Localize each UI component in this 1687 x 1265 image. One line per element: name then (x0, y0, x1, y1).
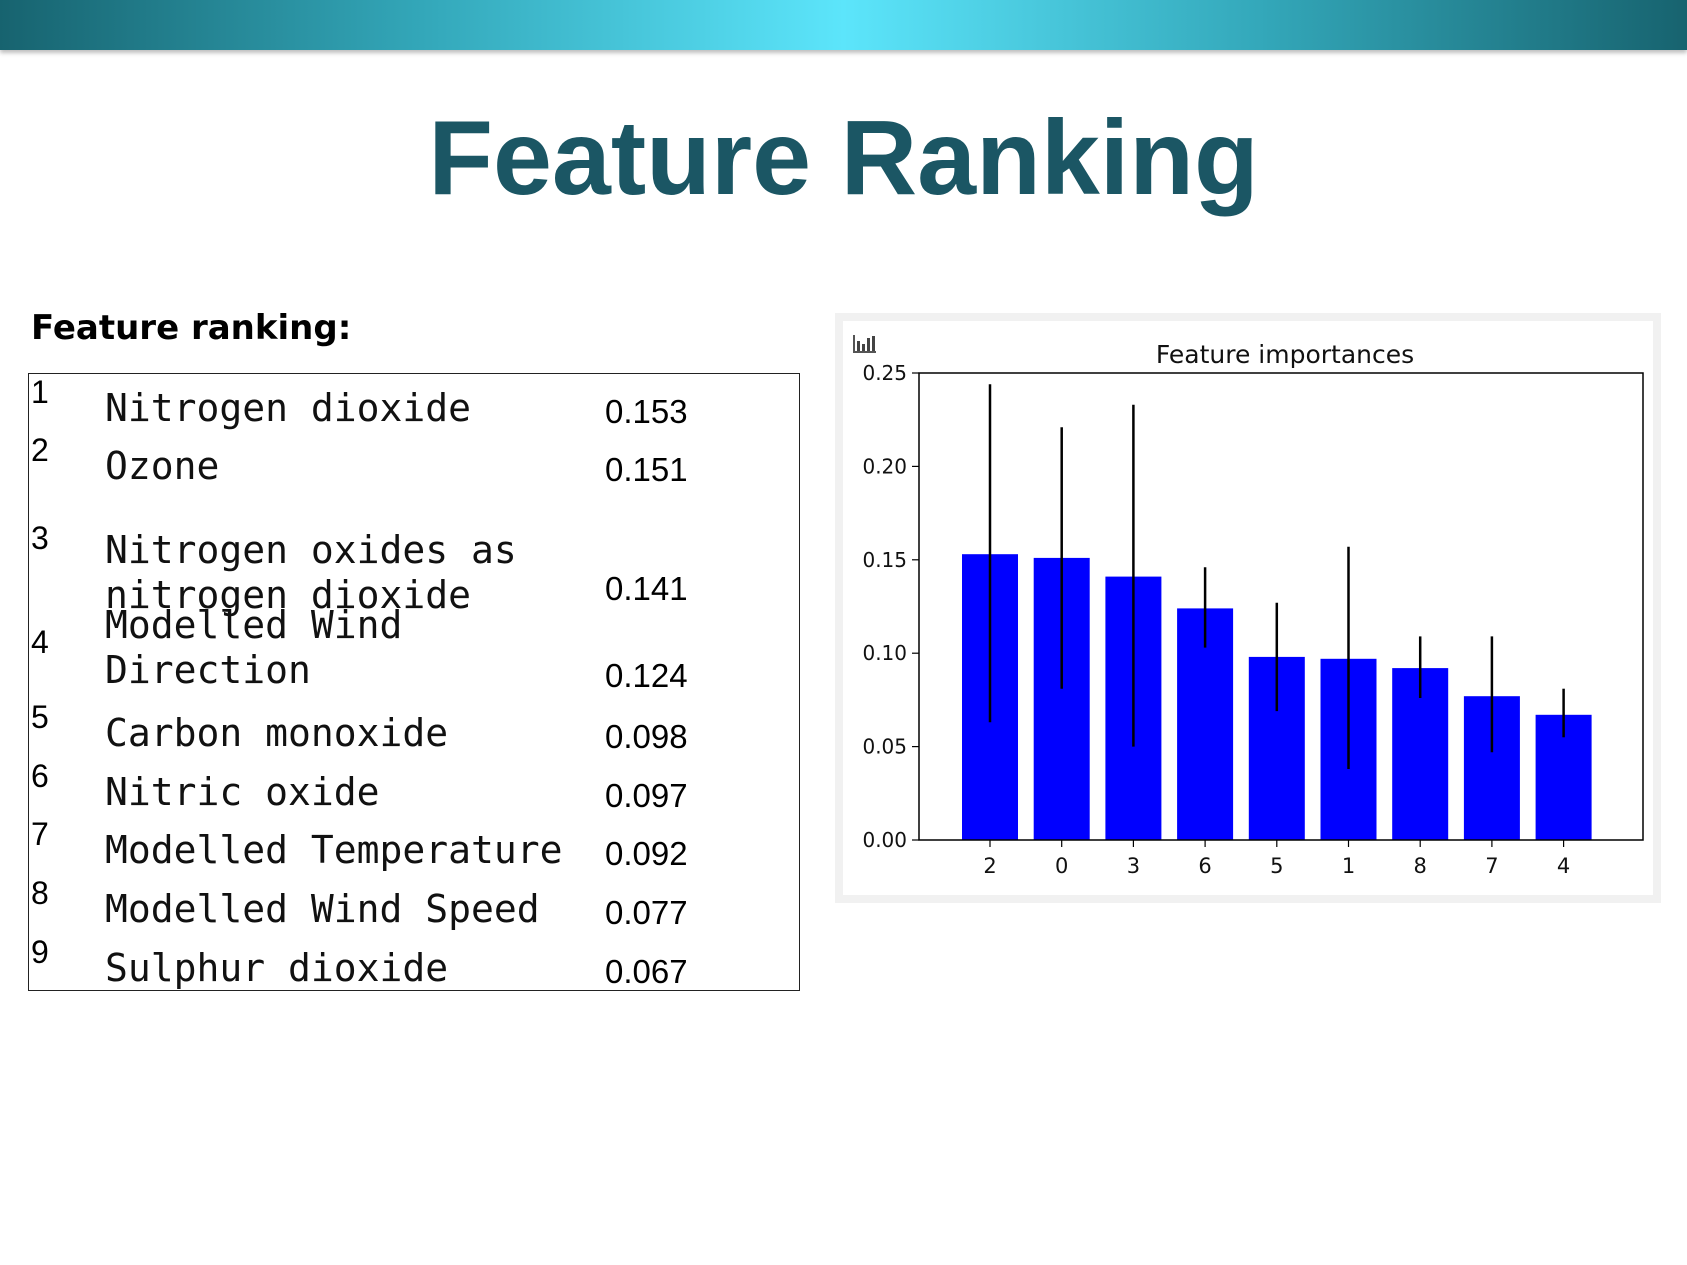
x-tick-label: 3 (1127, 854, 1140, 878)
ranking-heading: Feature ranking: (31, 308, 352, 348)
chart-area: Feature importances 2 0 3 6 5 1 8 7 4 0.00 0.05 0.1… (843, 321, 1653, 895)
feature-name: Nitric oxide (105, 770, 380, 814)
rank-number: 5 (31, 699, 49, 735)
feature-name: Ozone (105, 444, 220, 488)
plot-frame (918, 372, 1644, 841)
rank-number: 9 (31, 934, 49, 970)
feature-name: Modelled Wind Direction (105, 603, 403, 692)
chart-title: Feature importances (1156, 340, 1414, 369)
feature-name: Sulphur dioxide (105, 946, 449, 990)
y-tick-label: 0.20 (862, 454, 907, 478)
x-tick-label: 1 (1342, 854, 1355, 878)
bar-chart-icon[interactable] (853, 335, 876, 353)
x-tick-label: 0 (1055, 854, 1068, 878)
rank-number: 1 (31, 374, 49, 410)
feature-name: Nitrogen dioxide (105, 386, 472, 430)
chart-panel: Feature importances 2 0 3 6 5 1 8 7 4 0.00 0.05 0.1… (835, 313, 1661, 903)
slide-title: Feature Ranking (428, 99, 1259, 217)
feature-name: Carbon monoxide (105, 711, 449, 755)
y-tick-label: 0.05 (862, 735, 907, 759)
x-tick-label: 6 (1198, 854, 1211, 878)
x-tick-label: 7 (1485, 854, 1498, 878)
importance-value: 0.141 (605, 570, 688, 607)
x-tick-label: 2 (983, 854, 996, 878)
ranking-list: 1 Nitrogen dioxide 0.153 2 Ozone 0.151 3… (28, 373, 800, 991)
y-tick-label: 0.00 (862, 828, 907, 852)
feature-importance-chart: Feature importances 2 0 3 6 5 1 8 7 4 0.00 0.05 0.1… (853, 335, 1644, 878)
rank-number: 3 (31, 520, 49, 556)
rank-number: 4 (31, 624, 49, 660)
y-tick-label: 0.15 (862, 548, 907, 572)
x-tick-label: 4 (1557, 854, 1570, 878)
importance-value: 0.097 (605, 777, 688, 814)
x-tick-label: 8 (1414, 854, 1427, 878)
importance-value: 0.077 (605, 894, 688, 931)
feature-name: Nitrogen oxides as nitrogen dioxide (105, 528, 517, 617)
rank-number: 2 (31, 432, 49, 468)
importance-value: 0.067 (605, 953, 688, 990)
rank-number: 8 (31, 875, 49, 911)
y-tick-label: 0.10 (862, 641, 907, 665)
importance-value: 0.151 (605, 451, 688, 488)
y-tick-label: 0.25 (862, 361, 907, 385)
header-gradient-bar (0, 0, 1687, 50)
feature-name: Modelled Wind Speed (105, 887, 540, 931)
feature-name: Modelled Temperature (105, 828, 563, 872)
rank-number: 7 (31, 816, 49, 852)
importance-value: 0.153 (605, 393, 688, 430)
importance-value: 0.092 (605, 835, 688, 872)
importance-value: 0.124 (605, 657, 688, 694)
rank-number: 6 (31, 758, 49, 794)
x-tick-label: 5 (1270, 854, 1283, 878)
importance-value: 0.098 (605, 718, 688, 755)
